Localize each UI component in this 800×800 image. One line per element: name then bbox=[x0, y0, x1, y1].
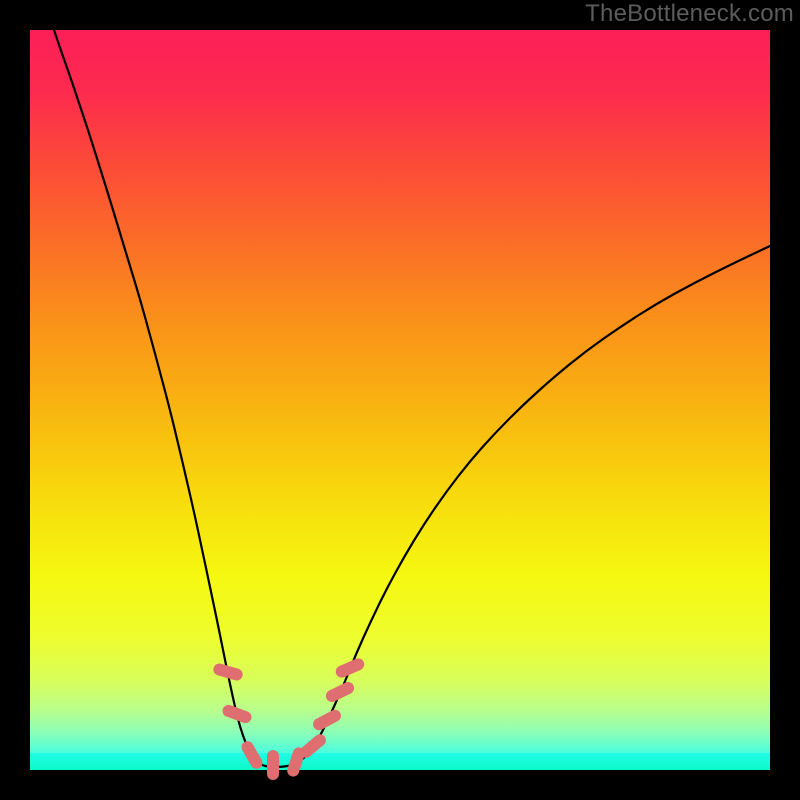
watermark-label: TheBottleneck.com bbox=[585, 0, 794, 28]
plot-area bbox=[30, 30, 770, 770]
chart-frame: TheBottleneck.com bbox=[0, 0, 800, 800]
